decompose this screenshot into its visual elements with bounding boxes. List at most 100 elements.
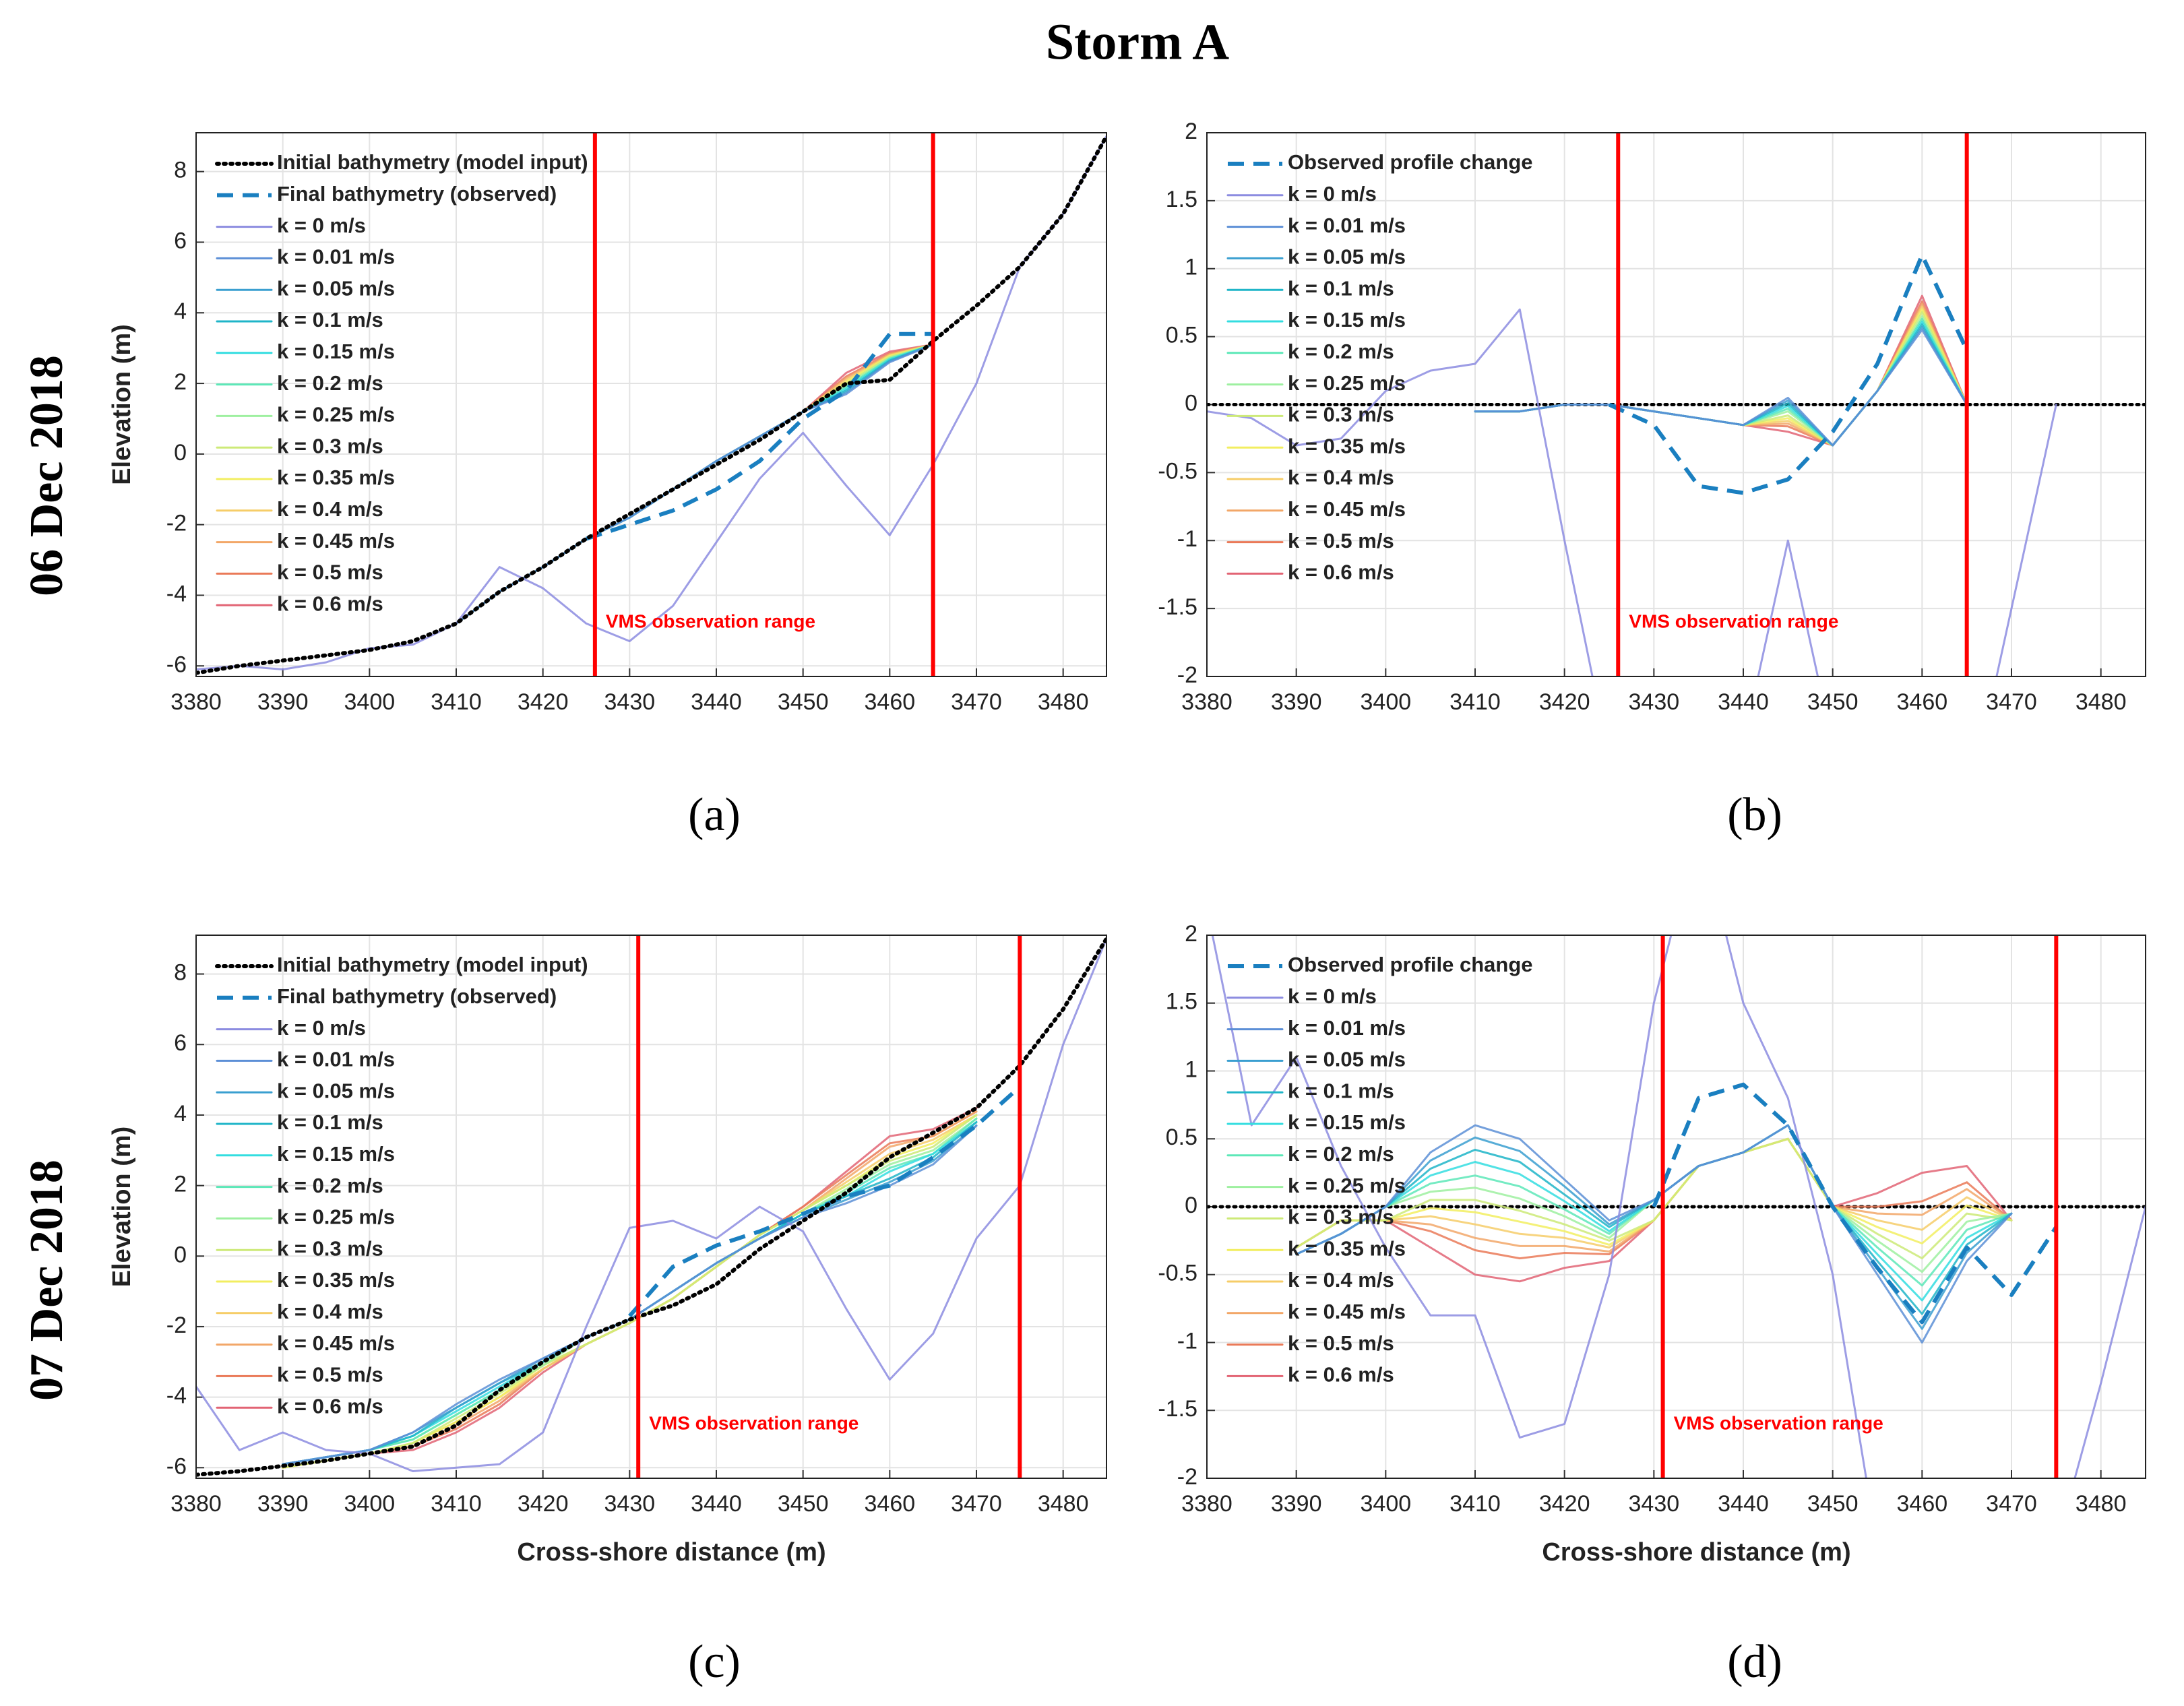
panel-label: (c)	[688, 1636, 741, 1688]
x-tick-label: 3430	[1629, 1491, 1680, 1517]
panel: 3380 3390 3400 3410 3420 3430 3440 3450 3460 3470…	[108, 935, 1107, 1688]
y-tick-label: 1	[1185, 255, 1197, 280]
x-tick-label: 3390	[257, 1491, 309, 1517]
legend-label: k = 0.6 m/s	[277, 1394, 383, 1418]
legend-label: k = 0.15 m/s	[1288, 1110, 1406, 1134]
y-tick-label: -2	[1177, 1464, 1197, 1490]
plot-frame	[195, 132, 1107, 677]
legend-label: k = 0.6 m/s	[1288, 561, 1394, 584]
legend-label: k = 0.3 m/s	[1288, 403, 1394, 426]
legend-label: k = 0.3 m/s	[1288, 1205, 1394, 1229]
x-tick-label: 3420	[518, 689, 569, 715]
series-line	[1652, 1082, 2058, 1325]
x-tick-label: 3450	[1807, 689, 1859, 715]
x-tick-label: 3420	[1539, 689, 1590, 715]
x-axis-label: Cross-shore distance (m)	[1542, 1538, 1850, 1567]
plot-lines	[196, 134, 1106, 675]
legend-label: k = 0.25 m/s	[277, 1205, 395, 1229]
x-tick-label: 3450	[778, 1491, 829, 1517]
legend-label: Initial bathymetry (model input)	[277, 150, 588, 174]
legend-label: k = 0.1 m/s	[277, 308, 383, 331]
y-tick-label: 2	[174, 1172, 187, 1197]
x-tick-label: 3430	[604, 689, 656, 715]
legend-label: k = 0.2 m/s	[1288, 340, 1394, 363]
y-tick-label: 8	[174, 158, 187, 183]
panel: 3380 3390 3400 3410 3420 3430 3440 3450 3460 3470…	[108, 132, 1107, 841]
annotation: VMS observation range	[606, 610, 815, 631]
y-tick-label: 2	[174, 369, 187, 395]
x-tick-label: 3400	[344, 1491, 396, 1517]
y-tick-label: 0	[1185, 1193, 1197, 1218]
legend-label: k = 0.15 m/s	[277, 340, 395, 363]
series-line	[628, 1085, 1022, 1318]
series-line	[282, 1114, 978, 1469]
figure-title: Storm A	[1046, 13, 1229, 70]
legend-label: k = 0.35 m/s	[277, 466, 395, 489]
legend-label: k = 0.35 m/s	[1288, 1236, 1406, 1260]
y-axis-label: Elevation (m)	[108, 324, 136, 485]
x-tick-label: 3460	[865, 1491, 916, 1517]
legend-label: k = 0.6 m/s	[277, 592, 383, 615]
y-tick-label: -2	[166, 1313, 187, 1338]
y-tick-label: 0.5	[1166, 1125, 1197, 1150]
x-tick-label: 3410	[1449, 1491, 1501, 1517]
x-tick-label: 3480	[1038, 1491, 1089, 1517]
legend-label: k = 0.35 m/s	[1288, 434, 1406, 457]
x-tick-label: 3390	[257, 689, 309, 715]
x-tick-label: 3380	[170, 689, 222, 715]
legend-label: k = 0.4 m/s	[1288, 1268, 1394, 1292]
legend-label: k = 0.1 m/s	[1288, 276, 1394, 300]
y-tick-label: 0.5	[1166, 323, 1197, 348]
legend-label: k = 0.01 m/s	[277, 1048, 395, 1071]
x-tick-label: 3470	[951, 1491, 1002, 1517]
panel-label: (b)	[1727, 789, 1782, 841]
series-line	[196, 134, 1106, 675]
plot-lines	[1207, 253, 2146, 676]
row-label: 06 Dec 2018	[21, 355, 73, 596]
x-tick-label: 3390	[1271, 689, 1322, 715]
legend-label: k = 0.15 m/s	[277, 1142, 395, 1166]
legend-label: Initial bathymetry (model input)	[277, 953, 588, 976]
legend-label: k = 0.35 m/s	[277, 1268, 395, 1292]
y-tick-label: -4	[166, 581, 187, 606]
series-line	[196, 937, 1106, 1477]
y-tick-label: 2	[1185, 921, 1197, 947]
x-tick-label: 3380	[1181, 689, 1233, 715]
plot-frame	[195, 935, 1107, 1479]
legend-label: k = 0.01 m/s	[1288, 1016, 1406, 1040]
x-tick-label: 3390	[1271, 1491, 1322, 1517]
legend-label: Final bathymetry (observed)	[277, 984, 557, 1008]
legend-label: k = 0.5 m/s	[1288, 529, 1394, 552]
series-line	[1608, 253, 1969, 495]
x-tick-label: 3420	[518, 1491, 569, 1517]
legend-label: k = 0.25 m/s	[277, 403, 395, 426]
legend: Observed profile change k = 0 m/s k = 0.01…	[1226, 953, 1533, 1387]
legend-label: k = 0 m/s	[1288, 984, 1377, 1008]
legend-label: k = 0 m/s	[277, 1016, 366, 1040]
plot-lines	[196, 937, 1106, 1477]
annotation: VMS observation range	[1674, 1412, 1883, 1433]
x-tick-label: 3460	[1897, 1491, 1948, 1517]
legend-label: k = 0.2 m/s	[277, 371, 383, 395]
legend-label: k = 0.5 m/s	[1288, 1331, 1394, 1355]
x-tick-label: 3380	[1181, 1491, 1233, 1517]
series-line	[196, 135, 1106, 670]
y-tick-label: 1.5	[1166, 187, 1197, 212]
legend-label: k = 0.1 m/s	[277, 1110, 383, 1134]
x-tick-label: 3410	[1449, 689, 1501, 715]
series-line	[1295, 1124, 2013, 1344]
legend-label: k = 0.2 m/s	[1288, 1142, 1394, 1166]
legend-label: k = 0.45 m/s	[1288, 1300, 1406, 1323]
y-tick-label: -1.5	[1158, 1396, 1197, 1422]
legend-label: k = 0.4 m/s	[1288, 466, 1394, 489]
y-tick-label: 4	[174, 1101, 187, 1127]
plot-area	[196, 935, 1106, 1478]
y-tick-label: 1	[1185, 1056, 1197, 1082]
legend-label: k = 0.05 m/s	[1288, 1048, 1406, 1071]
y-tick-label: -2	[166, 511, 187, 536]
y-tick-label: 2	[1185, 119, 1197, 144]
legend-label: Observed profile change	[1288, 150, 1533, 174]
legend-label: k = 0.2 m/s	[277, 1174, 383, 1197]
plot-frame	[1206, 132, 2146, 677]
